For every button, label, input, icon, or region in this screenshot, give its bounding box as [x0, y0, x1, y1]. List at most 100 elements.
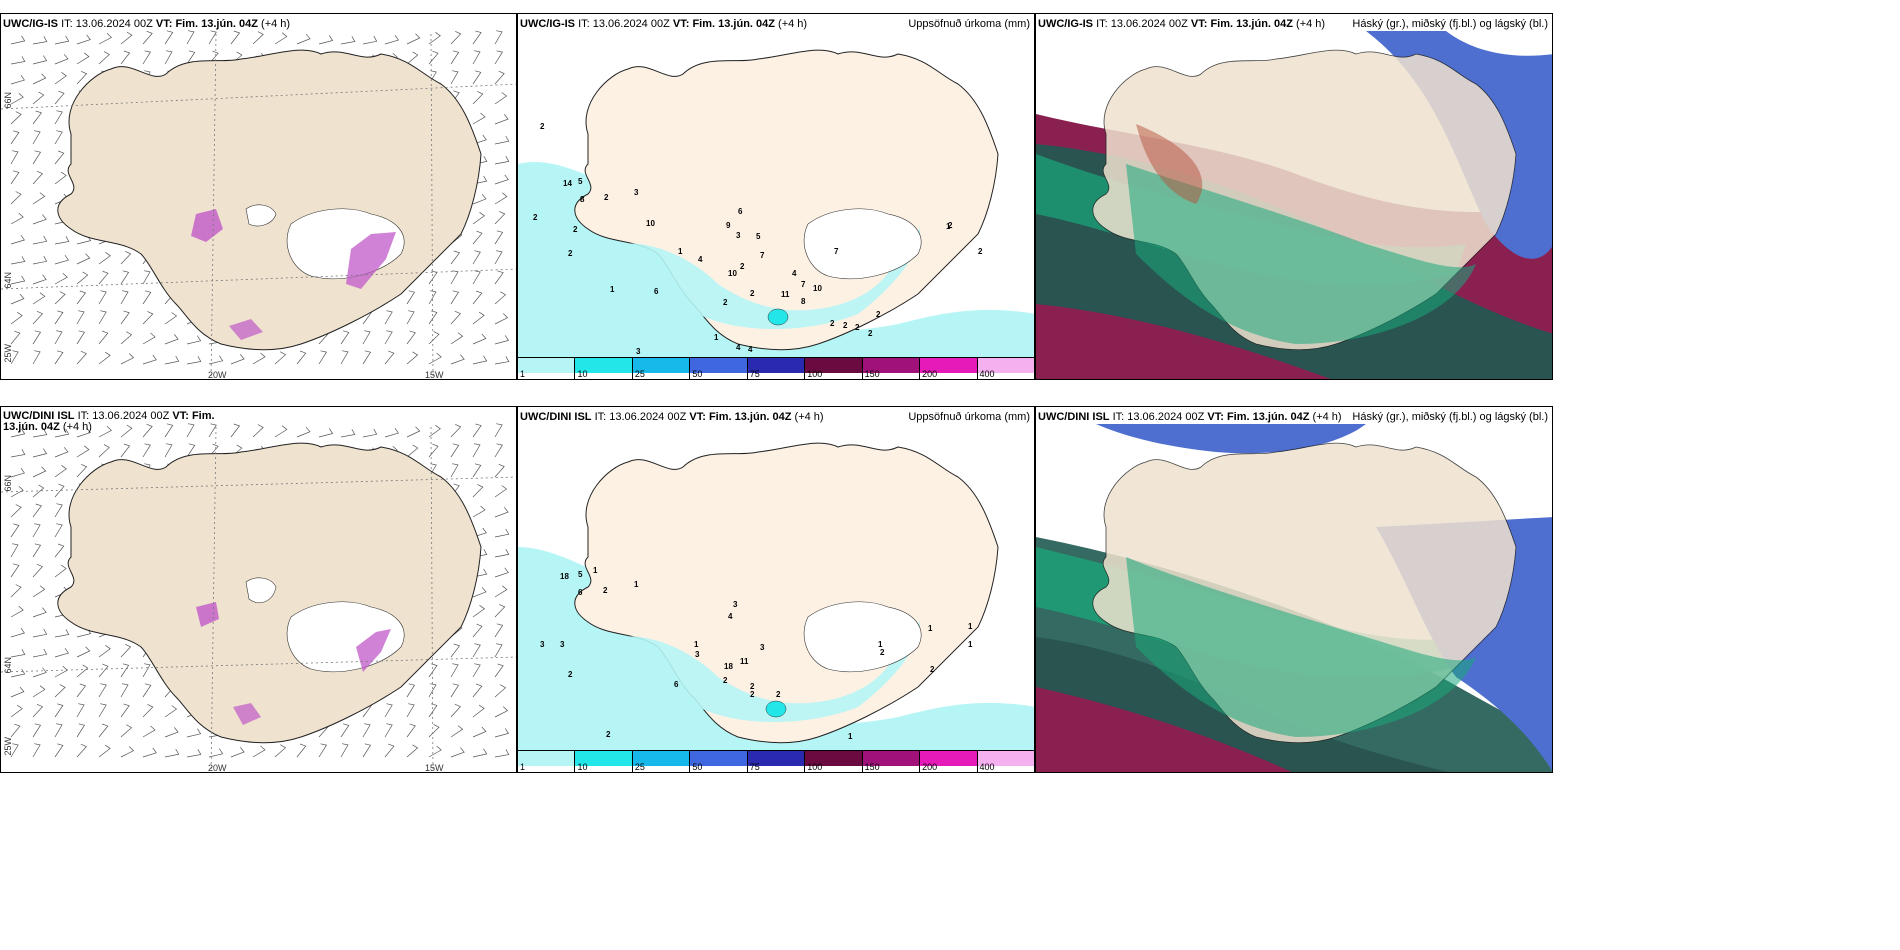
wind-barb: [54, 236, 70, 245]
wind-barb: [32, 503, 42, 518]
colorbar-cell: 50: [689, 357, 747, 379]
colorbar-tick-label: 400: [979, 369, 995, 379]
wind-barb: [494, 192, 508, 205]
wind-barb: [10, 293, 25, 305]
precip-value-label: 10: [646, 219, 655, 228]
colorbar-tick-label: 150: [864, 369, 880, 379]
wind-barb: [494, 706, 509, 718]
wind-barb: [120, 643, 132, 658]
wind-barb: [32, 255, 48, 265]
wind-barb: [472, 484, 484, 498]
wind-barb: [32, 214, 47, 225]
precip-value-label: 2: [876, 310, 881, 319]
wind-barb: [494, 356, 510, 365]
wind-barb: [428, 745, 442, 758]
wind-barb: [428, 32, 441, 45]
wind-barb: [32, 429, 48, 438]
precip-value-label: 1: [714, 333, 719, 342]
precip-value-label: 1: [848, 732, 853, 741]
wind-barb: [10, 350, 19, 365]
wind-barb: [120, 443, 131, 458]
wind-barb: [32, 192, 46, 205]
wind-barb: [406, 683, 416, 698]
wind-barb: [472, 605, 486, 618]
wind-barb: [32, 484, 45, 498]
wind-barb: [406, 33, 421, 45]
wind-barb: [32, 130, 41, 145]
wind-barb: [362, 330, 371, 345]
wind-barb: [494, 30, 503, 45]
wind-barb: [494, 174, 509, 185]
precip-value-label: 2: [740, 262, 745, 271]
wind-barb: [54, 523, 63, 538]
wind-barb: [494, 623, 504, 638]
precip-value-label: 2: [568, 670, 573, 679]
precip-value-label: 2: [604, 193, 609, 202]
wind-barb: [10, 256, 26, 265]
precip-map-panel-dini: UWC/DINI ISL IT: 13.06.2024 00Z VT: Fim.…: [517, 406, 1035, 773]
wind-barb: [428, 703, 438, 718]
wind-barb: [494, 135, 510, 145]
wind-barb: [32, 310, 44, 325]
wind-barb: [450, 747, 465, 758]
wind-barb: [76, 330, 86, 345]
wind-barb: [98, 33, 112, 45]
wind-barb: [472, 250, 481, 265]
wind-barb: [494, 463, 505, 478]
wind-barb: [10, 92, 24, 105]
wind-barb: [494, 211, 506, 225]
wind-barb: [76, 290, 87, 305]
wind-barb: [10, 35, 26, 45]
wind-barb: [10, 130, 20, 145]
precip-value-label: 9: [726, 221, 731, 230]
colorbar-tick-label: 25: [634, 762, 645, 772]
colorbar-tick-label: 10: [577, 369, 588, 379]
colorbar-tick-label: 1: [520, 762, 526, 772]
wind-barb: [494, 485, 508, 498]
panel-header: UWC/DINI ISL IT: 13.06.2024 00Z VT: Fim.…: [3, 410, 215, 433]
wind-barb: [340, 743, 349, 758]
wind-barb: [472, 112, 486, 125]
wind-barb: [76, 664, 89, 678]
wind-barb: [120, 310, 130, 325]
colorbar-cell: 100: [804, 357, 862, 379]
lon-label: 15W: [425, 763, 444, 773]
wind-barb: [120, 353, 135, 365]
wind-barb: [494, 604, 506, 618]
wind-barb: [494, 643, 503, 658]
precip-value-label: 2: [830, 319, 835, 328]
wind-barb: [428, 683, 437, 698]
wind-barb: [230, 354, 245, 365]
wind-barb: [472, 587, 487, 598]
wind-barb: [472, 623, 483, 638]
wind-barb: [340, 36, 356, 45]
wind-barb: [54, 90, 65, 105]
wind-barb: [230, 30, 241, 45]
wind-barb: [494, 728, 510, 738]
wind-barb: [10, 563, 20, 578]
wind-barb: [120, 250, 132, 265]
wind-barb: [186, 50, 196, 65]
precip-value-label: 7: [834, 247, 839, 256]
wind-barb: [164, 443, 173, 458]
wind-barb: [472, 704, 485, 718]
precip-value-label: 2: [750, 690, 755, 699]
precip-value-label: 2: [776, 690, 781, 699]
wind-barb: [54, 483, 65, 498]
precip-value-label: 7: [760, 251, 765, 260]
colorbar-cell: 25: [631, 357, 690, 379]
wind-barb: [120, 703, 130, 718]
wind-barb: [472, 212, 486, 225]
wind-barb: [54, 629, 70, 638]
wind-barb: [362, 35, 378, 45]
precip-value-label: 1: [968, 622, 973, 631]
precip-value-label: 3: [560, 640, 565, 649]
lat-label: 66N: [3, 92, 13, 109]
wind-barb: [230, 423, 241, 438]
precip-value-label: 1: [634, 580, 639, 589]
wind-barb: [494, 585, 508, 598]
precip-value-label: 1: [610, 285, 615, 294]
cloud-title: Háský (gr.), miðský (fj.bl.) og lágský (…: [1352, 18, 1548, 30]
wind-barb: [472, 30, 482, 45]
wind-barb: [142, 747, 157, 758]
